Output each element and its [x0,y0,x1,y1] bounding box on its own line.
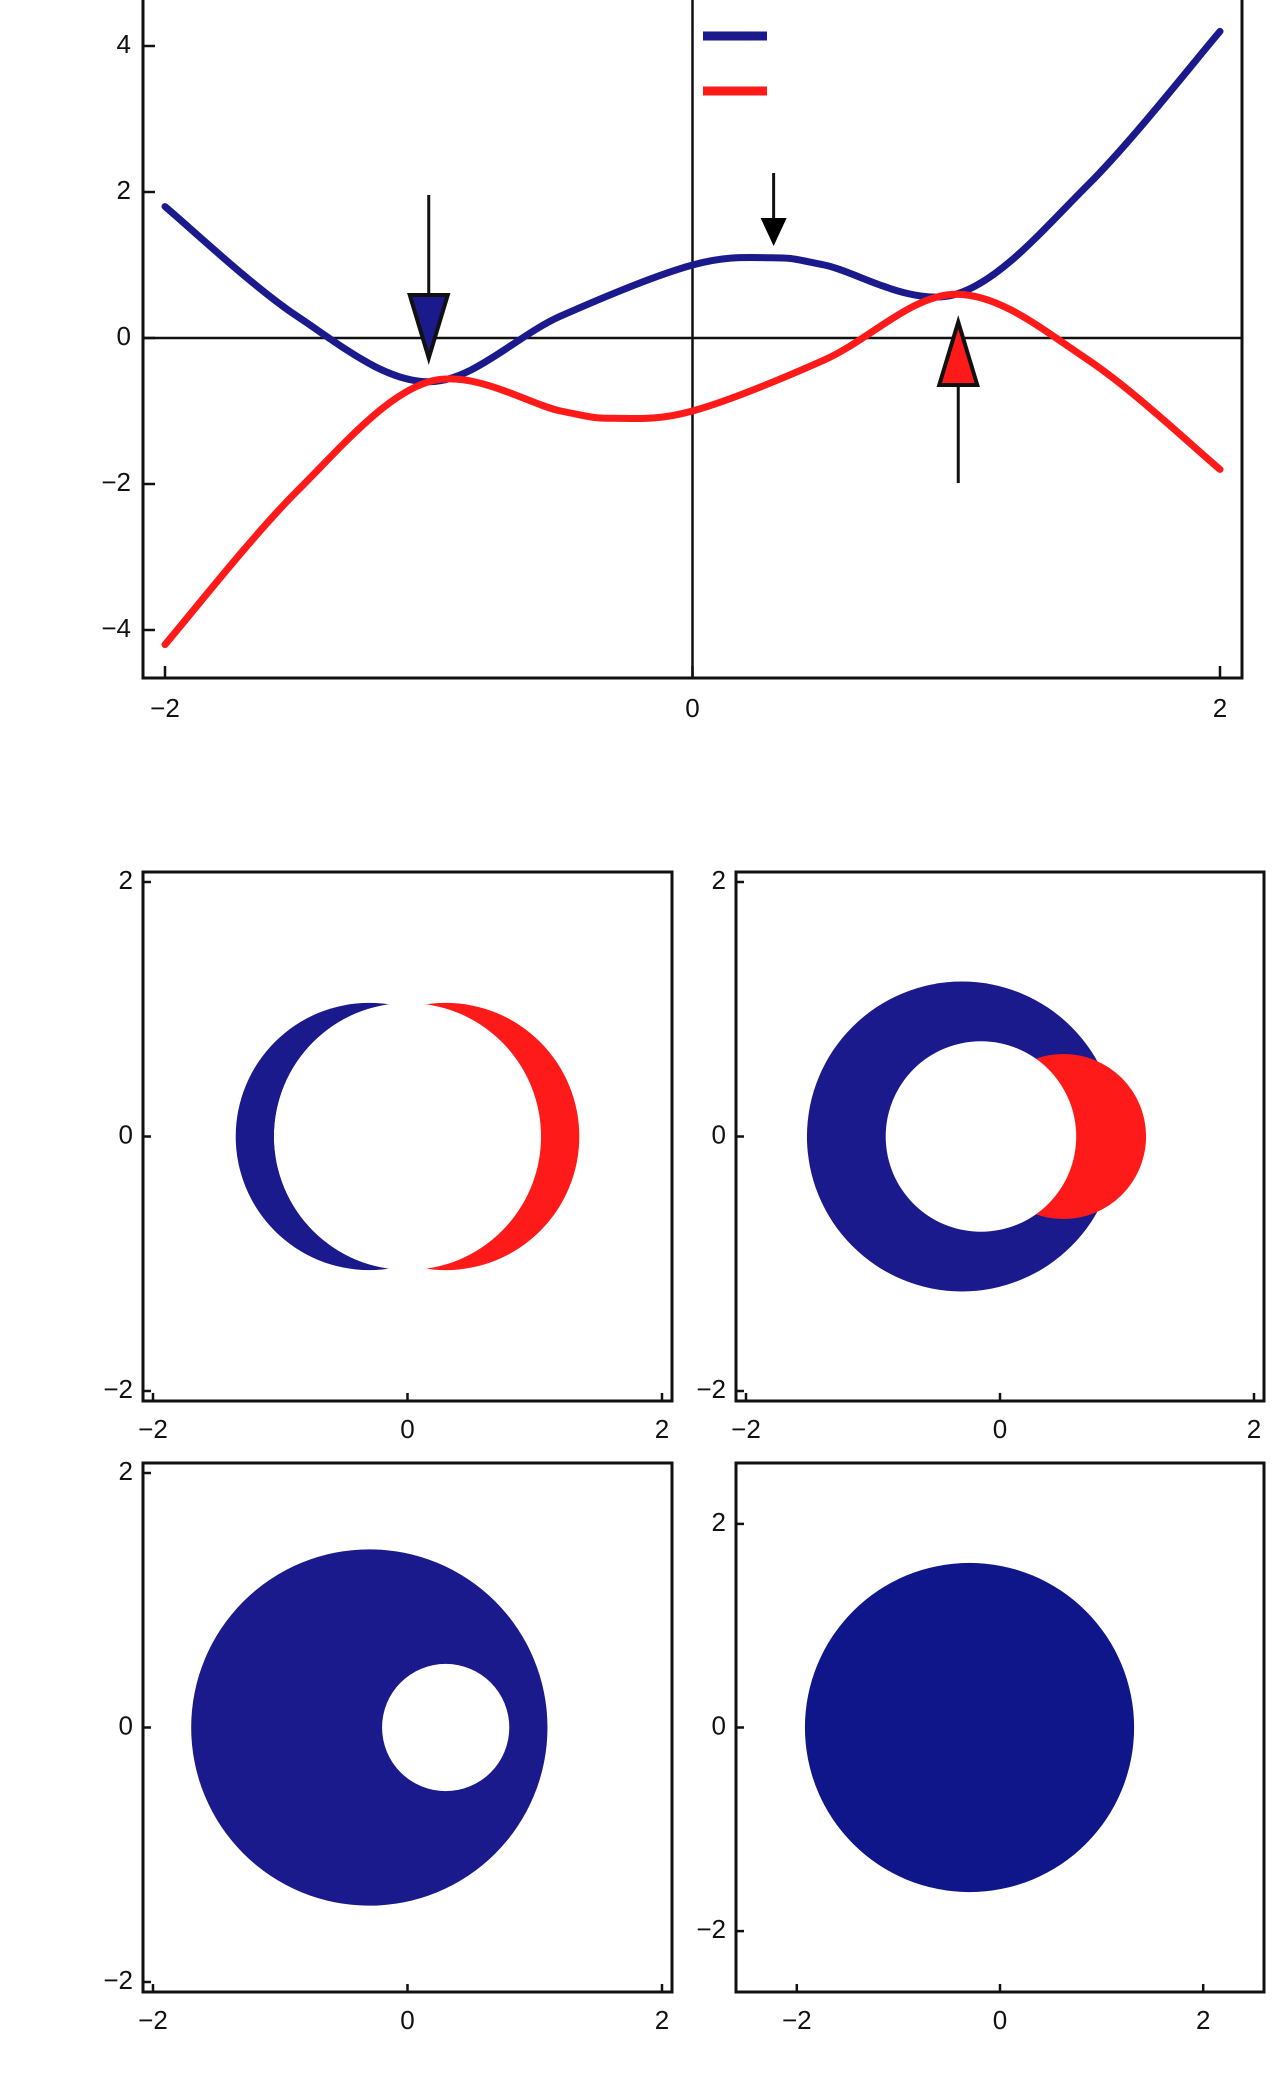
plot-area [191,1549,548,1906]
y-tick-label: −2 [103,1965,133,1995]
x-tick-label: −2 [150,693,180,723]
y-tick-label: 0 [119,1710,133,1740]
region-shape-1 [382,1663,510,1792]
region-plot-top-right: −2 0 2 −2 0 2 [696,865,1266,1444]
y-tick-label: 0 [117,321,131,351]
y-tick-label: −2 [103,1374,133,1404]
series-line-0 [161,27,1224,386]
series-line-1 [161,290,1224,649]
annotation-arrow-head-0 [407,293,451,365]
y-tick-label: −2 [696,1914,726,1944]
y-tick-label: −2 [101,467,131,497]
x-tick-label: 0 [400,2005,414,2035]
y-tick-label: 0 [712,1710,726,1740]
y-tick-label: 0 [119,1119,133,1149]
y-tick-label: 2 [712,865,726,895]
region-shape-0 [804,1562,1135,1893]
x-tick-label: 2 [655,2005,669,2035]
annotation-arrow-head-1 [760,218,787,246]
y-tick-label: 4 [117,29,131,59]
x-tick-label: −2 [138,2005,168,2035]
plot-area [804,1562,1135,1893]
x-tick-label: 2 [1213,693,1227,723]
y-tick-label: 2 [712,1507,726,1537]
x-tick-label: −2 [782,2005,812,2035]
region-plot-bottom-left: −2 0 2 −2 0 2 [103,1456,674,2035]
x-tick-label: 2 [1196,2005,1210,2035]
y-tick-label: 0 [712,1119,726,1149]
y-tick-label: 2 [117,175,131,205]
region-plot-top-left: −2 0 2 −2 0 2 [103,865,674,1444]
x-tick-label: −2 [138,1414,168,1444]
x-tick-label: −2 [731,1414,761,1444]
region-plot-bottom-right: −2 0 2 −2 0 2 [696,1461,1266,2035]
y-tick-label: −2 [696,1374,726,1404]
plot-area [235,1002,580,1271]
x-tick-label: 0 [993,1414,1007,1444]
x-tick-label: 2 [655,1414,669,1444]
y-tick-label: 2 [119,1456,133,1486]
main-line-plot: −2 0 2 −4 −2 0 2 4 [101,0,1244,723]
x-tick-label: 0 [400,1414,414,1444]
x-tick-label: 0 [993,2005,1007,2035]
annotation-arrow-head-2 [936,315,980,387]
y-tick-label: 2 [119,865,133,895]
region-shape-2 [885,1041,1077,1232]
plot-area [806,981,1147,1292]
x-tick-label: 2 [1247,1414,1261,1444]
y-tick-label: −4 [101,613,131,643]
x-tick-label: 0 [685,693,699,723]
region-shape-0 [191,1549,548,1906]
